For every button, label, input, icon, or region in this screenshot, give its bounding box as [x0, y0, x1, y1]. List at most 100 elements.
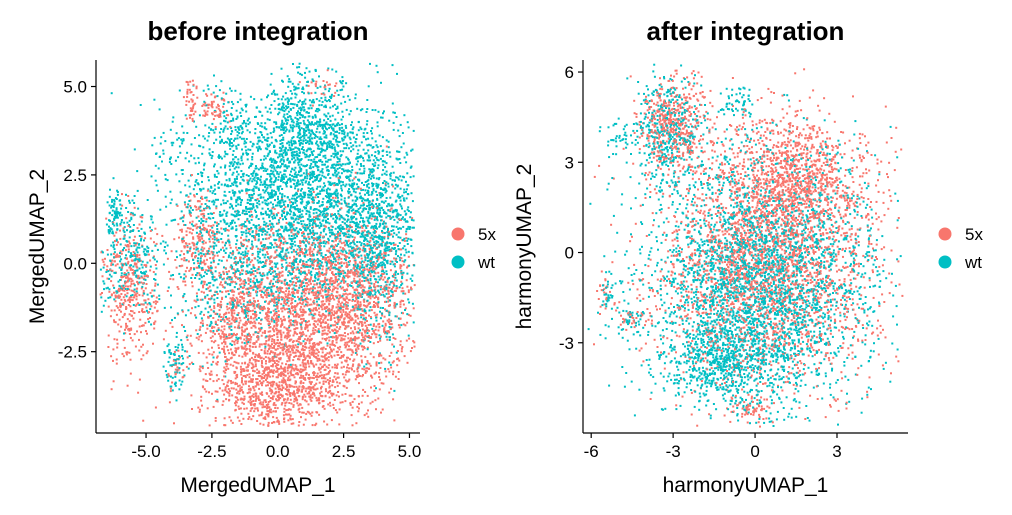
point-5x	[369, 295, 372, 298]
point-wt	[325, 166, 328, 169]
point-wt	[209, 212, 212, 215]
point-wt	[328, 126, 331, 129]
point-5x	[125, 306, 128, 308]
point-5x	[311, 104, 314, 107]
point-wt	[305, 126, 308, 129]
point-wt	[349, 221, 352, 224]
point-wt	[270, 311, 272, 314]
point-5x	[249, 228, 252, 231]
point-wt	[392, 229, 395, 232]
point-wt	[389, 155, 392, 158]
point-wt	[352, 148, 355, 151]
point-wt	[112, 246, 115, 249]
point-wt	[334, 124, 337, 127]
point-5x	[302, 375, 305, 377]
point-5x	[328, 371, 331, 373]
point-wt	[290, 154, 293, 157]
point-wt	[280, 239, 282, 242]
point-5x	[257, 322, 260, 325]
point-5x	[212, 234, 215, 237]
point-5x	[121, 316, 124, 319]
point-wt	[312, 222, 315, 225]
point-wt	[146, 199, 149, 201]
point-5x	[242, 239, 245, 242]
point-wt	[336, 140, 339, 143]
point-5x	[256, 371, 259, 374]
point-wt	[349, 252, 352, 255]
point-wt	[379, 211, 381, 214]
point-wt	[379, 209, 382, 212]
point-5x	[202, 114, 205, 117]
point-5x	[118, 296, 121, 299]
point-5x	[233, 262, 236, 264]
point-5x	[285, 352, 288, 355]
point-5x	[361, 375, 364, 378]
point-wt	[410, 245, 413, 248]
point-wt	[370, 282, 373, 285]
point-5x	[333, 298, 336, 301]
point-5x	[286, 328, 289, 331]
point-5x	[254, 345, 257, 348]
point-wt	[242, 231, 245, 234]
point-wt	[358, 268, 361, 271]
point-wt	[169, 190, 172, 193]
point-5x	[372, 266, 375, 269]
point-5x	[277, 329, 280, 332]
point-wt	[170, 141, 173, 144]
point-5x	[249, 287, 252, 290]
point-wt	[236, 198, 239, 201]
point-5x	[272, 363, 274, 366]
point-5x	[353, 326, 356, 329]
point-5x	[191, 100, 194, 103]
point-wt	[323, 189, 325, 192]
point-wt	[304, 71, 306, 74]
point-wt	[226, 277, 229, 280]
point-wt	[255, 245, 258, 248]
point-wt	[261, 114, 264, 117]
point-wt	[234, 128, 237, 131]
point-wt	[378, 237, 381, 240]
point-5x	[271, 338, 274, 341]
point-wt	[319, 136, 322, 139]
point-5x	[192, 103, 195, 106]
point-5x	[169, 387, 172, 390]
point-5x	[323, 314, 326, 317]
point-wt	[396, 221, 399, 224]
point-wt	[268, 173, 271, 176]
point-5x	[198, 274, 201, 277]
point-wt	[358, 241, 361, 244]
point-wt	[208, 148, 211, 151]
point-wt	[112, 244, 115, 247]
point-5x	[252, 396, 255, 398]
point-5x	[128, 313, 131, 316]
point-5x	[353, 398, 356, 401]
point-wt	[250, 203, 253, 206]
point-wt	[162, 152, 165, 155]
point-wt	[255, 224, 258, 227]
point-5x	[221, 342, 224, 345]
point-wt	[233, 194, 236, 197]
point-wt	[343, 276, 346, 279]
point-5x	[248, 385, 250, 388]
point-5x	[238, 283, 241, 286]
point-5x	[186, 350, 189, 353]
point-5x	[325, 307, 328, 310]
point-5x	[214, 114, 217, 117]
point-5x	[143, 277, 146, 280]
point-5x	[208, 252, 211, 255]
point-5x	[337, 320, 340, 323]
point-5x	[121, 193, 123, 196]
point-5x	[128, 320, 131, 323]
point-wt	[99, 268, 102, 271]
point-5x	[250, 418, 253, 421]
point-wt	[270, 195, 273, 198]
point-wt	[269, 180, 272, 183]
point-5x	[397, 324, 400, 327]
point-5x	[302, 345, 304, 348]
point-5x	[281, 381, 284, 384]
point-5x	[297, 189, 299, 192]
point-wt	[202, 253, 205, 256]
point-5x	[192, 267, 195, 270]
point-5x	[126, 275, 129, 278]
point-wt	[332, 129, 335, 132]
